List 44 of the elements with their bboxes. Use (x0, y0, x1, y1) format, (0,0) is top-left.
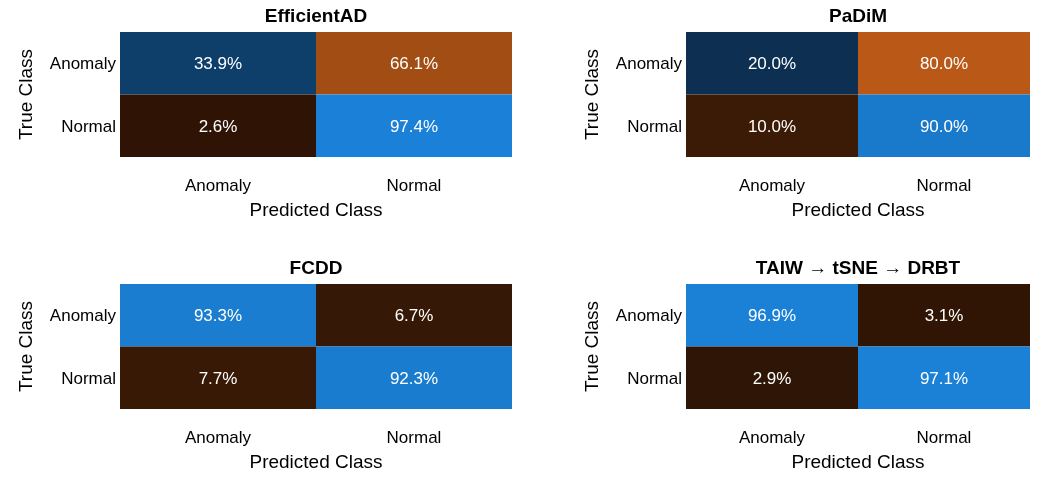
y-axis-title: True Class (15, 48, 36, 141)
y-tick-label: Normal (627, 116, 682, 136)
x-tick-label: Normal (386, 428, 442, 447)
data-label: 7.7% (198, 368, 238, 388)
chart-title: EfficientAD (264, 5, 368, 26)
data-label: 10.0% (747, 116, 797, 136)
y-tick-label: Anomaly (49, 306, 117, 326)
data-label: 33.9% (193, 54, 243, 74)
data-label: 3.1% (924, 306, 964, 326)
x-tick-label: Normal (386, 176, 442, 195)
x-axis-title: Predicted Class (791, 199, 925, 220)
x-tick-label: Anomaly (184, 428, 252, 447)
chart-title: PaDiM (828, 5, 888, 26)
data-label: 97.1% (919, 368, 969, 388)
x-tick-label: Anomaly (184, 176, 252, 195)
x-tick-label: Anomaly (738, 176, 806, 195)
chart-title: TAIW → tSNE → DRBT (755, 257, 961, 278)
y-tick-label: Normal (61, 116, 116, 136)
y-tick-label: Anomaly (615, 306, 683, 326)
data-label: 93.3% (193, 306, 243, 326)
data-label: 80.0% (919, 54, 969, 74)
data-label: 66.1% (389, 54, 439, 74)
data-label: 20.0% (747, 54, 797, 74)
x-axis-title: Predicted Class (791, 451, 925, 472)
data-label: 97.4% (389, 116, 439, 136)
y-axis-title: True Class (15, 300, 36, 393)
data-label: 90.0% (919, 116, 969, 136)
data-label: 96.9% (747, 306, 797, 326)
y-tick-label: Anomaly (49, 54, 117, 74)
y-axis-title: True Class (581, 300, 602, 393)
x-tick-label: Normal (916, 176, 972, 195)
y-tick-label: Anomaly (615, 54, 683, 74)
x-tick-label: Normal (916, 428, 972, 447)
data-label: 92.3% (389, 368, 439, 388)
x-tick-label: Anomaly (738, 428, 806, 447)
data-label: 2.6% (198, 116, 238, 136)
x-axis-title: Predicted Class (249, 199, 383, 220)
y-axis-title: True Class (581, 48, 602, 141)
data-label: 6.7% (394, 306, 434, 326)
chart-title: FCDD (289, 257, 343, 278)
x-axis-title: Predicted Class (249, 451, 383, 472)
data-label: 2.9% (752, 368, 792, 388)
y-tick-label: Normal (61, 368, 116, 388)
y-tick-label: Normal (627, 368, 682, 388)
